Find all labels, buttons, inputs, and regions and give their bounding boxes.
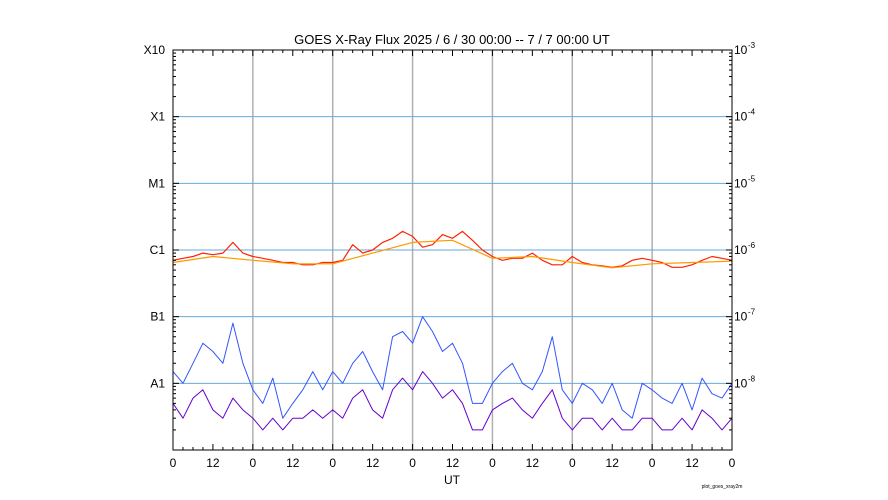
y-exponent-label: 10 xyxy=(734,243,748,257)
y-class-label: X10 xyxy=(144,43,166,57)
flux-series-line xyxy=(172,230,733,268)
y-exponent-label: 10 xyxy=(734,43,748,57)
y-class-label: A1 xyxy=(150,376,165,390)
x-tick-label: 12 xyxy=(366,456,380,470)
x-tick-label: 0 xyxy=(409,456,416,470)
x-tick-label: 0 xyxy=(649,456,656,470)
chart-title: GOES X-Ray Flux 2025 / 6 / 30 00:00 -- 7… xyxy=(294,32,610,47)
x-tick-label: 0 xyxy=(250,456,257,470)
plot-footnote: plot_goes_xray2m xyxy=(702,484,743,490)
y-class-label: C1 xyxy=(150,243,166,257)
x-tick-label: 12 xyxy=(206,456,220,470)
series-layer xyxy=(172,230,733,431)
y-exponent-superscript: -4 xyxy=(748,108,756,117)
x-tick-label: 0 xyxy=(489,456,496,470)
x-tick-label: 12 xyxy=(286,456,300,470)
y-exponent-superscript: -3 xyxy=(748,41,756,50)
y-class-label: B1 xyxy=(150,310,165,324)
y-class-label: M1 xyxy=(148,176,165,190)
x-tick-label: 0 xyxy=(569,456,576,470)
tick-layer xyxy=(172,50,733,450)
y-exponent-label: 10 xyxy=(734,176,748,190)
x-tick-label: 0 xyxy=(329,456,336,470)
y-exponent-superscript: -8 xyxy=(748,374,756,383)
x-tick-label: 12 xyxy=(446,456,460,470)
x-tick-label: 12 xyxy=(685,456,699,470)
y-exponent-superscript: -7 xyxy=(748,308,756,317)
flux-series-line xyxy=(172,371,733,431)
y-exponent-label: 10 xyxy=(734,310,748,324)
y-exponent-superscript: -5 xyxy=(748,174,756,183)
x-axis-label: UT xyxy=(444,473,461,487)
x-tick-label: 12 xyxy=(526,456,540,470)
x-tick-label: 12 xyxy=(606,456,620,470)
y-class-label: X1 xyxy=(150,110,165,124)
x-tick-label: 0 xyxy=(170,456,177,470)
y-exponent-label: 10 xyxy=(734,110,748,124)
flux-series-line xyxy=(172,239,733,269)
flux-series-line xyxy=(172,316,733,419)
y-exponent-label: 10 xyxy=(734,376,748,390)
grid-layer xyxy=(173,50,732,450)
y-exponent-superscript: -6 xyxy=(748,241,756,250)
x-tick-label: 0 xyxy=(729,456,736,470)
